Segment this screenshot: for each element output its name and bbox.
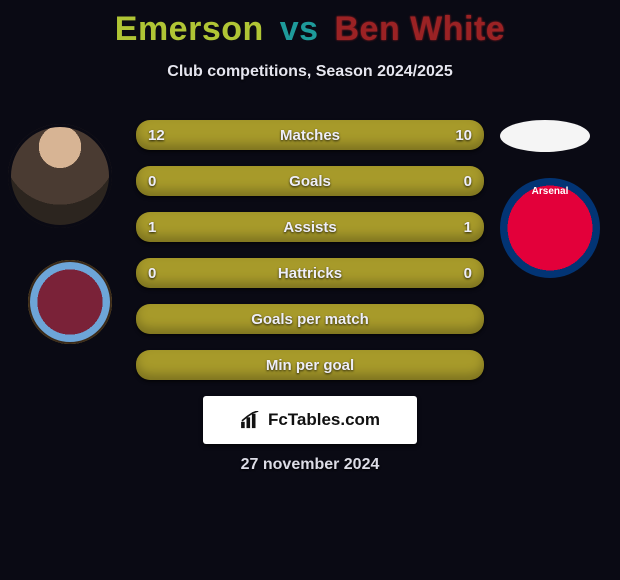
stat-row-matches: 12 Matches 10: [136, 120, 484, 150]
stats-bars: 12 Matches 10 0 Goals 0 1 Assists 1 0 Ha…: [136, 120, 484, 396]
stat-label: Hattricks: [136, 265, 484, 282]
stat-label: Min per goal: [136, 357, 484, 374]
stat-row-min-per-goal: Min per goal: [136, 350, 484, 380]
player2-avatar: [500, 120, 590, 152]
stat-right-value: 1: [448, 219, 472, 236]
team-crest-arsenal: [500, 178, 600, 278]
stat-label: Matches: [136, 127, 484, 144]
stat-row-goals-per-match: Goals per match: [136, 304, 484, 334]
stat-right-value: 0: [448, 173, 472, 190]
stat-row-assists: 1 Assists 1: [136, 212, 484, 242]
player1-name: Emerson: [115, 10, 264, 48]
subtitle: Club competitions, Season 2024/2025: [0, 63, 620, 81]
source-badge: FcTables.com: [203, 396, 417, 444]
source-label: FcTables.com: [268, 410, 380, 430]
stat-row-hattricks: 0 Hattricks 0: [136, 258, 484, 288]
team-crest-west-ham: [28, 260, 112, 344]
chart-icon: [240, 411, 262, 429]
stat-label: Assists: [136, 219, 484, 236]
comparison-title: Emerson vs Ben White: [0, 0, 620, 49]
stat-label: Goals: [136, 173, 484, 190]
stat-label: Goals per match: [136, 311, 484, 328]
player2-name: Ben White: [335, 10, 506, 48]
vs-label: vs: [280, 10, 319, 48]
date-label: 27 november 2024: [0, 456, 620, 474]
player1-avatar: [8, 124, 112, 228]
stat-right-value: 0: [448, 265, 472, 282]
stat-row-goals: 0 Goals 0: [136, 166, 484, 196]
stat-right-value: 10: [448, 127, 472, 144]
